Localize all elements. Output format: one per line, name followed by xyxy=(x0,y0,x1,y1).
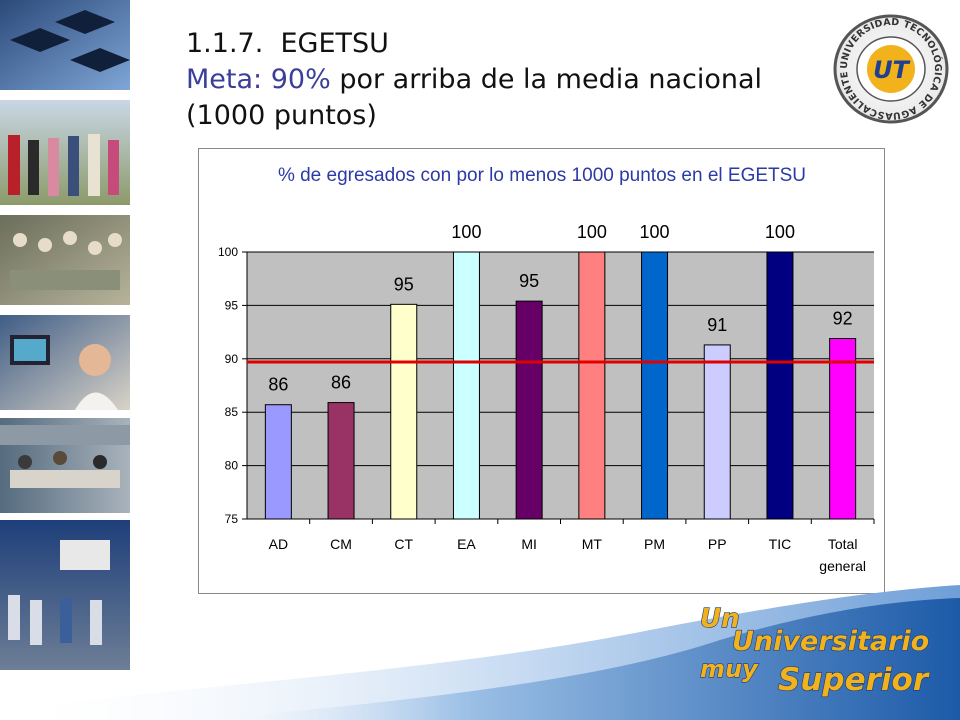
computer-figures xyxy=(10,335,118,410)
chart: % de egresados con por lo menos 1000 pun… xyxy=(218,165,875,574)
x-tick-label: EA xyxy=(457,536,476,552)
y-tick-label: 85 xyxy=(225,405,239,419)
bar xyxy=(578,251,606,520)
chart-frame: % de egresados con por lo menos 1000 pun… xyxy=(198,148,885,594)
meta-line: Meta: 90% por arriba de la media naciona… xyxy=(186,62,762,98)
y-tick-label: 100 xyxy=(218,245,238,259)
x-tick-label: AD xyxy=(269,536,288,552)
slogan-line-3: muy xyxy=(700,655,759,683)
data-label: 95 xyxy=(394,274,414,294)
data-label: 92 xyxy=(833,309,853,329)
graduation-caps xyxy=(10,10,130,72)
x-tick-label: general xyxy=(819,558,866,574)
basketball-figures xyxy=(8,540,110,645)
slogan: Un Universitario muy Superior xyxy=(700,603,930,698)
title-name: EGETSU xyxy=(280,28,389,59)
y-tick-label: 90 xyxy=(225,352,239,366)
photo-strip xyxy=(0,0,130,670)
bar xyxy=(452,251,480,520)
bar xyxy=(327,402,355,520)
students-figures xyxy=(8,134,119,196)
bar xyxy=(264,404,292,520)
data-label: 86 xyxy=(268,375,288,395)
slide-title-block: 1.1.7. EGETSU Meta: 90% por arriba de la… xyxy=(186,26,762,134)
classroom-figures xyxy=(10,231,122,290)
meta-label: Meta: 90% xyxy=(186,64,331,95)
bar xyxy=(641,251,669,520)
data-label: 100 xyxy=(640,222,670,242)
slogan-line-4: Superior xyxy=(778,662,930,698)
slogan-line-2: Universitario xyxy=(732,626,929,657)
x-tick-label: MT xyxy=(582,536,603,552)
bar xyxy=(390,303,418,520)
wave-dark xyxy=(200,598,960,720)
bar xyxy=(829,338,857,520)
graduation-photo xyxy=(0,0,130,90)
data-label: 91 xyxy=(707,315,727,335)
y-tick-label: 80 xyxy=(225,459,239,473)
chart-title: % de egresados con por lo menos 1000 pun… xyxy=(278,165,806,186)
university-logo: UNIVERSIDAD TECNOLÓGICA DE AGUASCALIENTE… xyxy=(833,14,949,124)
data-label: 100 xyxy=(577,222,607,242)
bar xyxy=(515,300,543,520)
library-figures xyxy=(0,425,130,488)
bottom-wave-banner xyxy=(0,585,960,720)
plot-area: 75 80 85 90 95 100 86 AD 86 CM 95 CT 100 EA 95 MI 100 MT 1… xyxy=(218,222,875,574)
slide-title: 1.1.7. EGETSU xyxy=(186,26,762,62)
x-tick-label: PP xyxy=(708,536,727,552)
data-label: 100 xyxy=(451,222,481,242)
classroom-photo xyxy=(0,215,130,305)
svg-text:UT: UT xyxy=(873,56,910,84)
bar xyxy=(703,344,731,520)
x-tick-label: TIC xyxy=(769,536,792,552)
x-tick-label: MI xyxy=(521,536,537,552)
meta-text: por arriba de la media nacional xyxy=(330,64,763,95)
data-label: 95 xyxy=(519,271,539,291)
data-label: 100 xyxy=(765,222,795,242)
title-number: 1.1.7. xyxy=(186,28,264,59)
x-tick-label: PM xyxy=(644,536,665,552)
x-tick-label: Total xyxy=(828,536,858,552)
bar xyxy=(766,251,794,520)
logo-ut-mark: UT xyxy=(867,45,915,93)
slogan-line-1: Un xyxy=(700,604,740,634)
y-tick-label: 75 xyxy=(225,512,239,526)
y-tick-label: 95 xyxy=(225,298,239,312)
x-tick-label: CM xyxy=(330,536,352,552)
x-tick-label: CT xyxy=(394,536,413,552)
meta-line-2: (1000 puntos) xyxy=(186,100,377,131)
data-label: 86 xyxy=(331,373,351,393)
